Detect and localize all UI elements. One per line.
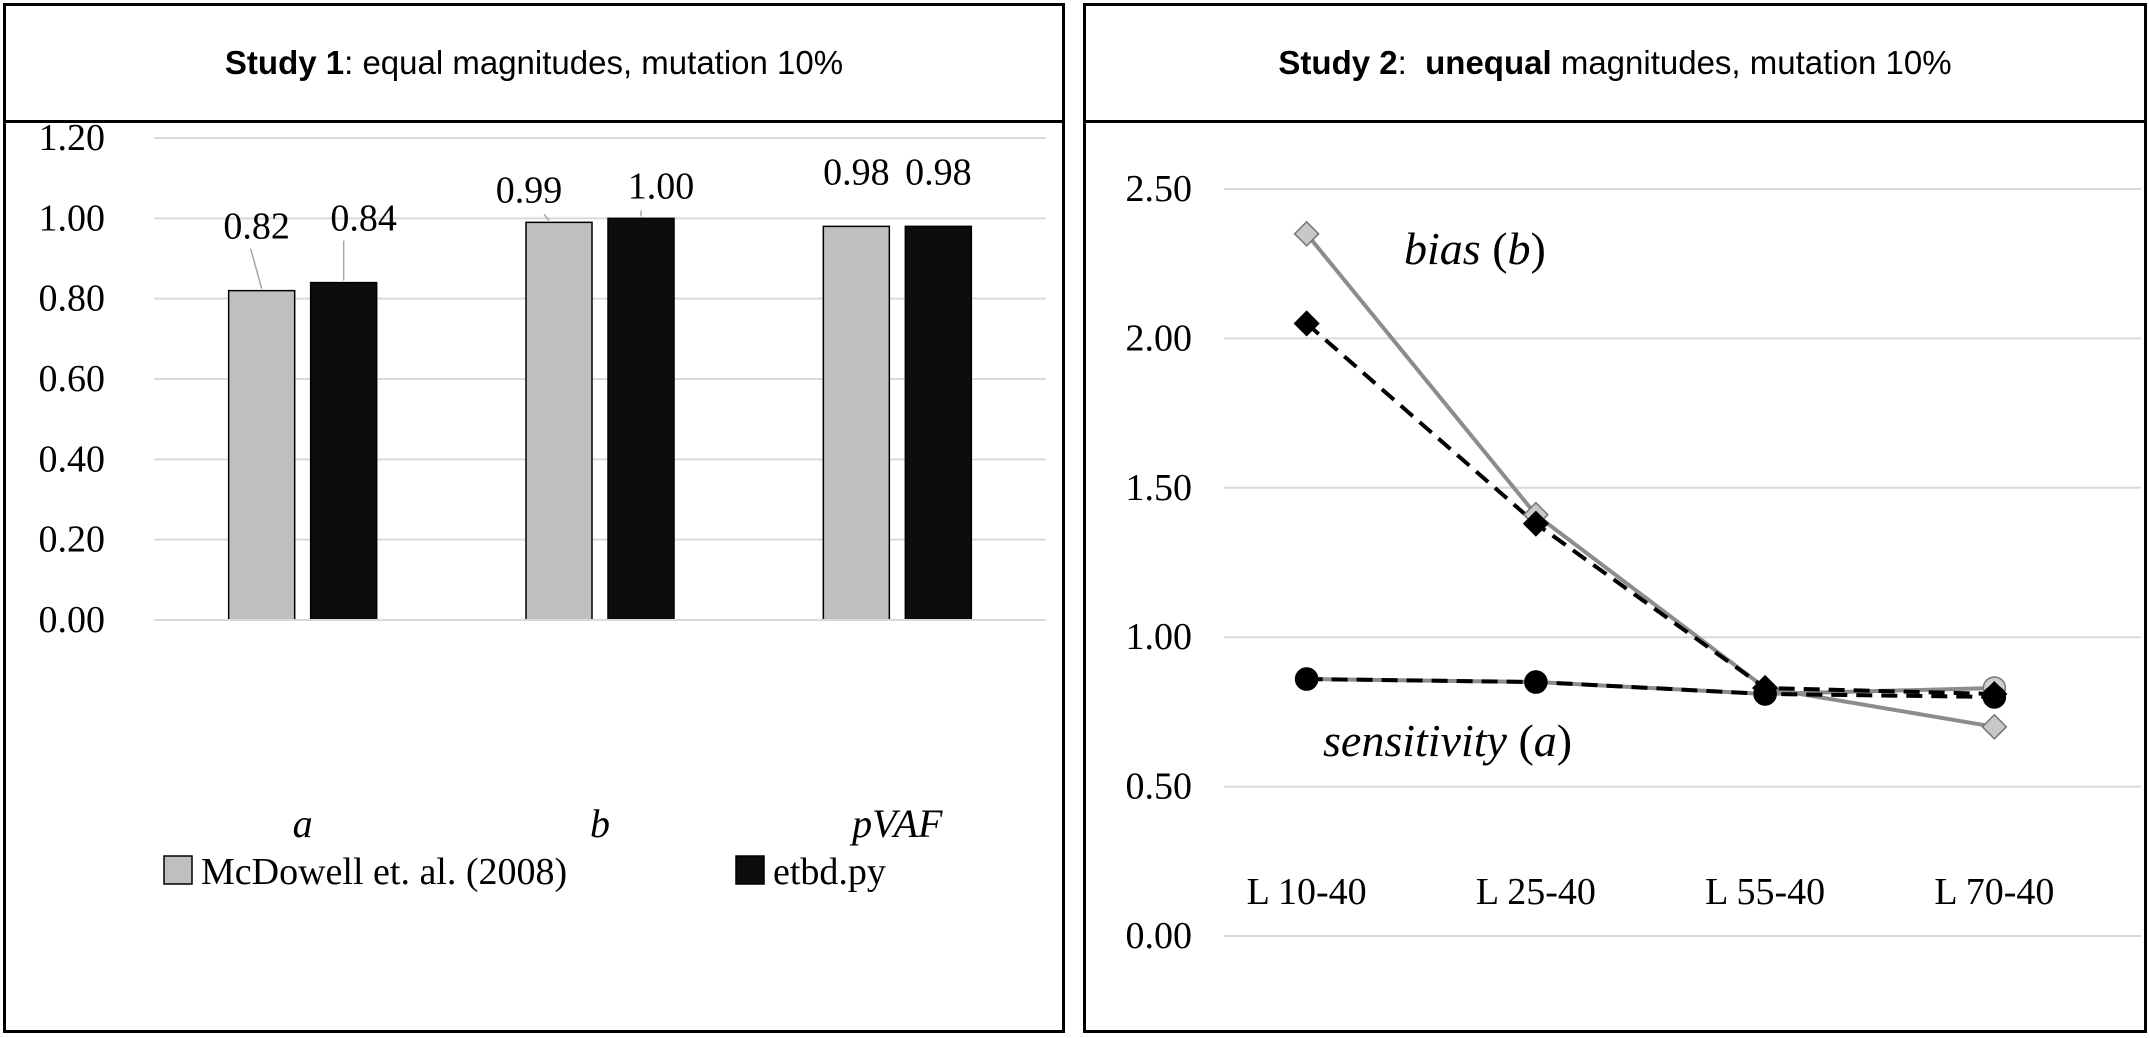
study1-title-rest: : equal magnitudes, mutation 10% (344, 44, 844, 81)
legend-swatch (163, 855, 193, 885)
y-tick-label: 1.20 (39, 123, 106, 159)
sensitivity-close: ) (1557, 715, 1572, 766)
bias-word: bias (1404, 223, 1481, 274)
x-tick-label: pVAF (849, 801, 943, 846)
study2-title-bold2: unequal (1425, 44, 1552, 81)
line-chart: 0.00 0.50 1.00 1.50 2.00 2.50 L 10-40 L 25-40 L … (1126, 168, 2141, 957)
y-tick-label: 0.80 (39, 278, 106, 320)
point (1522, 510, 1549, 537)
label-leader (249, 248, 263, 289)
bar-chart: 0.00 0.20 0.40 0.60 0.80 1.00 1.20 0.82 0.84 a 0.9… (39, 123, 1046, 893)
sensitivity-line (1306, 677, 1995, 699)
bias-symbol: b (1508, 223, 1531, 274)
study2-title-bold: Study 2 (1278, 44, 1398, 81)
y-tick-label: 0.40 (39, 438, 106, 480)
bias-close: ) (1531, 223, 1546, 274)
y-tick-label: 1.00 (1126, 616, 1193, 658)
study2-title: Study 2: unequal magnitudes, mutation 10… (1086, 6, 2144, 123)
study1-title-bold: Study 1 (224, 44, 345, 81)
y-tick-label: 2.50 (1126, 168, 1193, 210)
y-tick-label: 2.00 (1126, 317, 1193, 359)
bar (822, 225, 891, 621)
data-label: 0.99 (496, 169, 563, 211)
data-label: 0.84 (330, 198, 397, 240)
y-tick-label: 0.00 (1126, 915, 1193, 957)
bias-line (1305, 321, 1995, 696)
y-tick-label: 1.50 (1126, 467, 1193, 509)
bar (607, 217, 675, 621)
y-tick-label: 1.00 (39, 197, 106, 239)
study2-title-rest: magnitudes, mutation 10% (1551, 44, 1952, 81)
bias-line (1305, 232, 1995, 729)
x-tick-label: L 10-40 (1247, 871, 1367, 913)
y-tick-label: 0.00 (39, 599, 106, 641)
bar (904, 225, 973, 621)
data-label: 0.98 (905, 151, 972, 193)
y-tick-label: 0.60 (39, 358, 106, 400)
bias-open: ( (1481, 223, 1508, 274)
sensitivity-open: ( (1507, 715, 1534, 766)
bias-annotation: bias (b) (1404, 223, 1546, 274)
sensitivity-symbol: a (1534, 715, 1557, 766)
legend-swatch (735, 855, 765, 885)
legend-label: McDowell et. al. (2008) (201, 851, 567, 893)
x-tick-label: b (590, 801, 610, 846)
data-label: 1.00 (628, 165, 695, 207)
study2-title-sep: : (1397, 44, 1426, 81)
y-tick-label: 0.50 (1126, 766, 1193, 808)
study1-panel: Study 1: equal magnitudes, mutation 10% … (3, 3, 1065, 1033)
y-tick-label: 0.20 (39, 519, 106, 561)
study1-title: Study 1: equal magnitudes, mutation 10% (6, 6, 1062, 123)
point (1293, 310, 1320, 337)
point (1293, 220, 1320, 247)
label-leader (543, 213, 550, 221)
data-label: 0.98 (823, 151, 890, 193)
x-tick-label: L 70-40 (1934, 871, 2054, 913)
legend-label: etbd.py (773, 851, 886, 893)
study2-panel: Study 2: unequal magnitudes, mutation 10… (1083, 3, 2147, 1033)
sensitivity-annotation: sensitivity (a) (1323, 715, 1572, 766)
sensitivity-word: sensitivity (1323, 715, 1508, 766)
bar (227, 289, 296, 621)
point (1524, 670, 1548, 694)
x-tick-label: L 55-40 (1705, 871, 1825, 913)
point (1981, 713, 2008, 740)
x-tick-label: a (293, 801, 313, 846)
bar (525, 221, 593, 621)
point (1294, 667, 1319, 691)
point (1752, 674, 1779, 702)
point (1981, 680, 2008, 708)
bar (309, 281, 378, 621)
data-label: 0.82 (223, 206, 290, 248)
x-tick-label: L 25-40 (1476, 871, 1596, 913)
